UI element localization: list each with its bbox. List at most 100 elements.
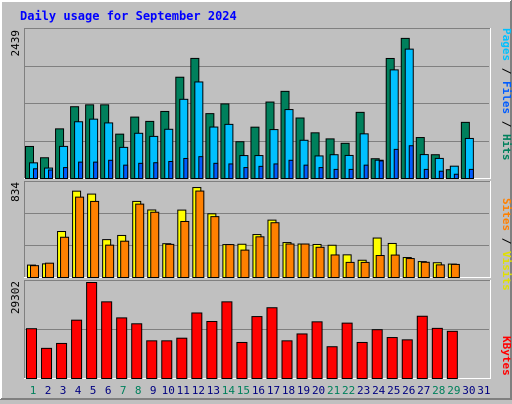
bar-sites-day-26 [405,258,415,279]
bar-pages-day-8 [138,162,144,180]
x-tick-label-day-24: 24 [372,384,386,397]
bar-kbytes-day-29 [446,330,458,379]
bar-sites-day-17 [270,222,280,278]
bar-sites-day-19 [300,243,310,278]
bar-kbytes-day-7 [116,317,128,379]
bar-sites-day-16 [255,236,265,278]
x-tick-label-day-22: 22 [342,384,355,397]
bar-kbytes-day-22 [341,322,353,380]
bar-sites-day-2 [45,262,55,279]
x-tick-label-day-11: 11 [177,384,190,397]
bar-pages-day-19 [303,164,309,180]
x-tick-label-day-26: 26 [402,384,415,397]
bar-sites-day-18 [285,243,295,278]
bar-kbytes-day-11 [176,337,188,380]
bar-sites-day-25 [390,254,400,278]
x-tick-label-day-29: 29 [447,384,460,397]
bar-kbytes-day-1 [26,328,37,380]
bar-sites-day-13 [210,216,220,278]
bar-sites-day-1 [30,265,39,278]
bar-kbytes-day-13 [206,320,218,379]
bar-sites-day-24 [375,255,385,278]
bar-pages-day-18 [288,159,294,180]
bar-kbytes-day-4 [71,319,83,380]
x-tick-label-day-10: 10 [162,384,175,397]
bar-sites-day-20 [315,246,325,278]
bar-pages-day-7 [123,164,129,180]
legend-files: Files [500,81,512,114]
bar-pages-day-4 [78,161,84,180]
legend-sep-2: / [500,114,512,134]
legend-hits-files-pages: Pages / Files / Hits [500,28,512,161]
x-tick-label-day-4: 4 [75,384,82,397]
bar-sites-day-6 [105,244,115,279]
bar-kbytes-day-20 [311,321,323,380]
legend-sep-1: / [500,61,512,81]
x-tick-label-day-18: 18 [282,384,295,397]
bar-kbytes-day-28 [431,327,443,379]
x-tick-label-day-30: 30 [462,384,475,397]
bar-kbytes-day-24 [371,329,383,380]
bar-kbytes-day-10 [161,340,173,380]
bar-sites-day-27 [420,261,430,279]
x-tick-label-day-20: 20 [312,384,325,397]
bar-pages-day-13 [213,162,219,180]
legend-kbytes: KBytes [500,336,512,376]
bar-sites-day-14 [225,244,235,278]
bar-pages-day-20 [318,167,324,179]
bar-kbytes-day-5 [86,282,98,379]
x-tick-label-day-27: 27 [417,384,430,397]
bar-pages-day-26 [408,145,414,179]
bar-pages-day-12 [198,156,204,180]
x-tick-label-day-3: 3 [60,384,67,397]
bar-kbytes-day-9 [146,340,158,380]
bar-sites-day-22 [345,261,355,278]
bar-pages-day-10 [168,161,174,179]
bar-kbytes-day-15 [236,341,248,380]
bar-pages-day-6 [108,159,114,180]
x-tick-label-day-14: 14 [222,384,236,397]
bar-pages-day-21 [333,168,339,179]
legend-pages: Pages [500,28,512,61]
x-tick-label-day-19: 19 [297,384,310,397]
bar-pages-day-14 [228,163,234,180]
x-tick-label-day-13: 13 [207,384,220,397]
bar-pages-day-3 [63,167,69,179]
bar-pages-day-23 [363,164,369,180]
bar-pages-day-29 [453,173,459,180]
bar-kbytes-day-23 [356,341,368,380]
bar-sites-day-21 [330,254,340,279]
x-tick-label-day-5: 5 [90,384,97,397]
x-tick-label-day-12: 12 [192,384,205,397]
bar-pages-day-27 [423,168,429,179]
x-axis-day-labels: 1 2 3 4 5 6 7 8 9 10 11 12 13 14 15 16 17 18 19 20 21 22 23 24 2… [30,384,491,397]
bar-kbytes-day-6 [101,301,113,380]
x-tick-label-day-15: 15 [237,384,250,397]
bar-sites-day-4 [75,196,85,279]
x-tick-label-day-1: 1 [30,384,37,397]
bar-pages-day-5 [93,161,99,180]
panel-2-ymax-label: 834 [9,182,22,202]
bar-sites-day-8 [135,203,145,278]
bar-kbytes-day-14 [221,301,233,380]
bar-kbytes-day-19 [296,333,308,380]
bar-kbytes-day-27 [416,315,428,379]
bar-pages-day-30 [468,168,474,179]
x-tick-label-day-17: 17 [267,384,280,397]
panel-1-ymax-label: 2439 [9,30,22,57]
bar-pages-day-17 [273,163,279,180]
legend-hits: Hits [500,134,512,161]
x-tick-label-day-7: 7 [120,384,127,397]
x-tick-label-day-16: 16 [252,384,265,397]
bar-kbytes-day-16 [251,316,263,380]
bar-pages-day-9 [153,162,159,179]
bar-pages-day-22 [348,168,354,179]
bar-kbytes-day-26 [401,339,413,379]
bar-sites-day-11 [180,220,190,278]
bar-pages-day-24 [378,160,384,179]
bar-sites-day-7 [120,240,130,278]
bars [25,37,474,380]
bar-pages-day-1 [33,168,38,180]
